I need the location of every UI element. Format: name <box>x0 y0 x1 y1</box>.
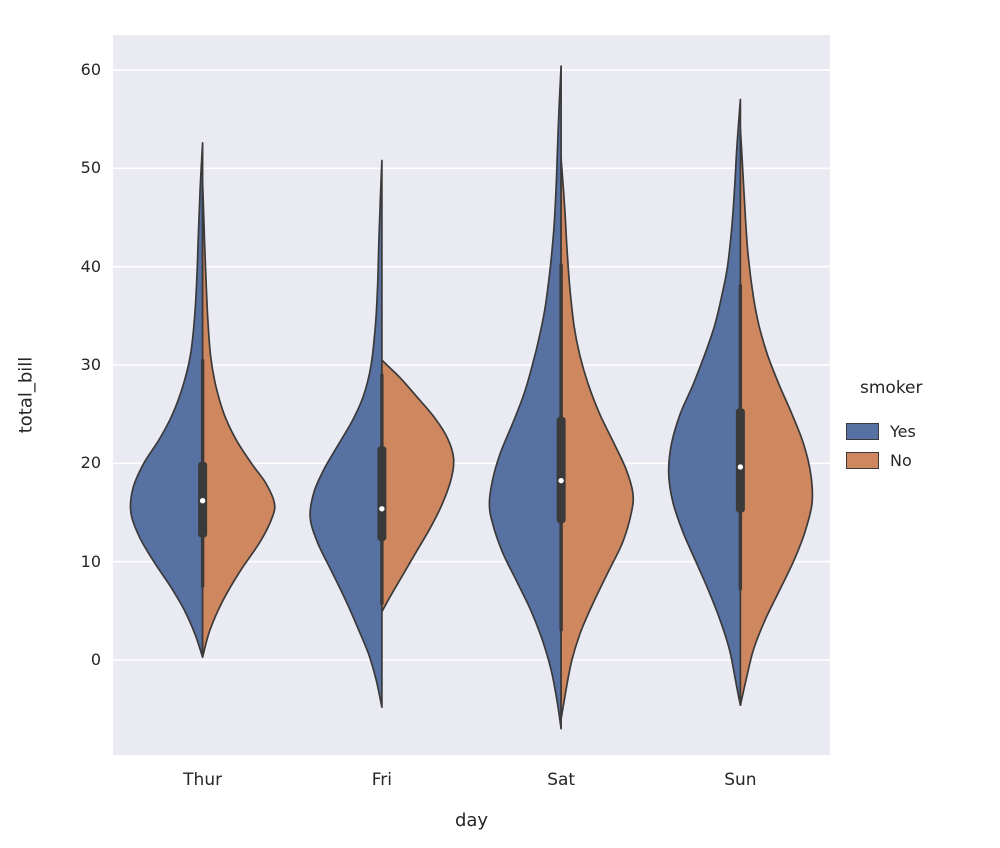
violin-sun-no <box>739 128 814 707</box>
legend-swatch-no <box>846 452 879 469</box>
y-tick-label: 60 <box>80 60 101 79</box>
violin-fri-yes <box>309 159 383 709</box>
median-dot-sat <box>558 477 564 484</box>
y-tick-label: 40 <box>80 256 101 276</box>
iqr-box-sat <box>556 416 566 524</box>
violin-thur-yes <box>129 141 204 658</box>
iqr-box-fri <box>377 446 387 542</box>
legend-title: smoker <box>860 378 923 398</box>
x-tick-label-sun: Sun <box>724 770 757 790</box>
legend-label-yes: Yes <box>890 422 916 441</box>
median-dot-sun <box>737 464 744 470</box>
legend-label-no: No <box>890 451 912 470</box>
violin-thur-no <box>201 181 276 658</box>
x-tick-label-thur: Thur <box>183 770 223 790</box>
legend-swatch-yes <box>846 423 879 440</box>
legend: smoker Yes No <box>846 378 923 480</box>
violin-sun-yes <box>667 98 742 707</box>
violin-fri-no <box>381 359 455 613</box>
violin-sat-yes <box>488 65 562 730</box>
y-tick-label: 50 <box>80 158 101 178</box>
x-axis-label: day <box>454 810 489 831</box>
x-tick-label-sat: Sat <box>547 770 576 790</box>
y-axis-label: total_bill <box>15 356 37 434</box>
legend-items: Yes No <box>846 422 923 470</box>
y-tick-label: 10 <box>80 551 101 571</box>
iqr-box-sun <box>735 408 745 513</box>
legend-item-yes: Yes <box>846 422 923 441</box>
violin-sat-no <box>560 157 635 720</box>
legend-item-no: No <box>846 451 923 470</box>
y-tick-label: 0 <box>90 650 101 669</box>
median-dot-thur <box>199 498 206 504</box>
y-tick-label: 20 <box>80 453 101 473</box>
y-tick-label: 30 <box>80 355 101 374</box>
x-tick-label-fri: Fri <box>371 770 392 790</box>
median-dot-fri <box>379 506 385 512</box>
